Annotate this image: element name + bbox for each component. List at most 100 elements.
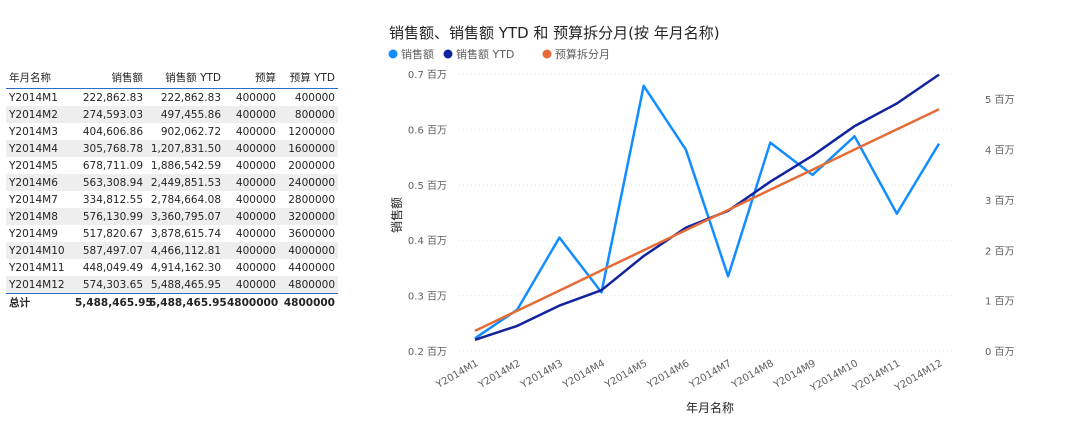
row-sales-cell: 587,497.07 [72, 242, 146, 259]
row-sales-ytd-cell: 1,207,831.50 [146, 140, 224, 157]
row-sales-ytd-cell: 3,360,795.07 [146, 208, 224, 225]
table-row[interactable]: Y2014M1 222,862.83 222,862.83 400000 400000 [6, 89, 338, 107]
right-tick-label: 0 百万 [985, 346, 1015, 358]
table-row[interactable]: Y2014M6 563,308.94 2,449,851.53 400000 24000… [6, 174, 338, 191]
row-sales-ytd-cell: 2,784,664.08 [150, 193, 221, 206]
legend-marker-0 [388, 49, 398, 59]
left-tick-label: 0.3 百万 [408, 291, 447, 303]
row-budget-ytd-cell: 4400000 [288, 261, 335, 274]
row-sales-cell: 517,820.67 [82, 227, 143, 240]
right-tick-label: 1 百万 [985, 296, 1015, 308]
row-budget-cell: 400000 [224, 242, 279, 259]
row-budget-ytd-cell: 4800000 [279, 276, 338, 294]
left-tick-label: 0.7 百万 [408, 69, 447, 81]
x-tick-label: Y2014M6 [645, 358, 692, 391]
row-sales-cell: 563,308.94 [72, 174, 146, 191]
series-line-2[interactable] [474, 108, 940, 333]
row-budget-cell: 400000 [235, 261, 276, 274]
row-sales-ytd-cell: 3,878,615.74 [150, 227, 221, 240]
table-row[interactable]: Y2014M10 587,497.07 4,466,112.81 400000 4000… [6, 242, 338, 259]
row-month-cell: Y2014M9 [9, 227, 58, 240]
table-row[interactable]: Y2014M3 404,606.86 902,062.72 400000 1200000 [6, 123, 338, 140]
row-budget-cell: 400000 [224, 174, 279, 191]
row-budget-cell: 400000 [224, 106, 279, 123]
row-month-cell: Y2014M5 [9, 159, 58, 172]
left-tick-label: 0.4 百万 [408, 235, 447, 247]
row-sales-cell: 334,812.55 [82, 193, 143, 206]
col-header-budget[interactable]: 预算 [224, 66, 279, 89]
row-budget-ytd-cell: 800000 [279, 106, 338, 123]
table-row[interactable]: Y2014M8 576,130.99 3,360,795.07 400000 32000… [6, 208, 338, 225]
legend-label-0[interactable]: 销售额 [401, 47, 434, 61]
row-sales-cell: 678,711.09 [82, 159, 143, 172]
left-axis: 0.2 百万 0.3 百万 0.4 百万 0.5 百万 0.6 百万 0.7 百万 [408, 69, 447, 358]
row-budget-ytd-cell: 2000000 [288, 159, 335, 172]
row-budget-cell: 400000 [235, 125, 276, 138]
legend-label-2[interactable]: 预算拆分月 [555, 47, 610, 61]
col-header-month[interactable]: 年月名称 [6, 66, 72, 89]
left-tick-label: 0.6 百万 [408, 124, 447, 136]
col-header-sales[interactable]: 销售额 [72, 66, 146, 89]
row-sales-ytd-cell: 2,449,851.53 [146, 174, 224, 191]
x-tick-label: Y2014M12 [892, 358, 944, 394]
total-row-budget-cell: 4800000 [224, 293, 279, 311]
line-chart: 销售额、销售额 YTD 和 预算拆分月(按 年月名称) 销售额 销售额 YTD 预算… [388, 24, 1015, 415]
x-tick-label: Y2014M4 [560, 358, 607, 391]
table-row[interactable]: Y2014M7 334,812.55 2,784,664.08 400000 28000… [6, 191, 338, 208]
data-table-container: 年月名称 销售额 销售额 YTD 预算 预算 YTD Y2014M1 222,86… [6, 66, 338, 311]
row-budget-ytd-cell: 4000000 [279, 242, 338, 259]
row-sales-cell: 274,593.03 [72, 106, 146, 123]
chart-legend: 销售额 销售额 YTD 预算拆分月 [388, 47, 610, 61]
table-row[interactable]: Y2014M4 305,768.78 1,207,831.50 400000 16000… [6, 140, 338, 157]
row-month-cell: Y2014M4 [6, 140, 72, 157]
table-row[interactable]: Y2014M12 574,303.65 5,488,465.95 400000 4800… [6, 276, 338, 294]
sales-table: 年月名称 销售额 销售额 YTD 预算 预算 YTD Y2014M1 222,86… [6, 66, 338, 311]
row-sales-ytd-cell: 902,062.72 [160, 125, 221, 138]
x-tick-label: Y2014M11 [850, 358, 902, 394]
row-month-cell: Y2014M1 [9, 91, 58, 104]
row-sales-ytd-cell: 4,914,162.30 [150, 261, 221, 274]
row-budget-cell: 400000 [235, 193, 276, 206]
x-tick-label: Y2014M3 [518, 358, 565, 391]
table-row[interactable]: Y2014M2 274,593.03 497,455.86 400000 800000 [6, 106, 338, 123]
row-sales-cell: 448,049.49 [82, 261, 143, 274]
row-sales-ytd-cell: 1,886,542.59 [150, 159, 221, 172]
row-month-cell: Y2014M12 [6, 276, 72, 294]
row-budget-cell: 400000 [235, 159, 276, 172]
row-sales-cell: 576,130.99 [72, 208, 146, 225]
left-tick-label: 0.5 百万 [408, 180, 447, 192]
right-axis: 0 百万 1 百万 2 百万 3 百万 4 百万 5 百万 [985, 94, 1015, 358]
x-tick-label: Y2014M10 [808, 358, 860, 394]
row-budget-cell: 400000 [224, 208, 279, 225]
x-tick-label: Y2014M1 [434, 358, 481, 391]
table-row[interactable]: Y2014M11 448,049.49 4,914,162.30 400000 4400… [6, 259, 338, 276]
table-total-row: 总计 5,488,465.95 5,488,465.95 4800000 4800000 [6, 293, 338, 311]
chart-container: 销售额、销售额 YTD 和 预算拆分月(按 年月名称) 销售额 销售额 YTD 预算… [375, 0, 1080, 426]
row-budget-ytd-cell: 3200000 [279, 208, 338, 225]
table-row[interactable]: Y2014M5 678,711.09 1,886,542.59 400000 20000… [6, 157, 338, 174]
row-sales-ytd-cell: 4,466,112.81 [146, 242, 224, 259]
row-sales-ytd-cell: 497,455.86 [146, 106, 224, 123]
series-line-0[interactable] [474, 84, 941, 340]
row-month-cell: Y2014M10 [6, 242, 72, 259]
col-header-budget-ytd[interactable]: 预算 YTD [279, 66, 338, 89]
legend-marker-1 [443, 49, 453, 59]
table-row[interactable]: Y2014M9 517,820.67 3,878,615.74 400000 36000… [6, 225, 338, 242]
total-row-sales-ytd-cell: 5,488,465.95 [146, 293, 227, 311]
x-tick-label: Y2014M2 [476, 358, 523, 391]
series-line-1[interactable] [474, 73, 940, 341]
table-header-row: 年月名称 销售额 销售额 YTD 预算 预算 YTD [6, 66, 338, 89]
row-month-cell: Y2014M11 [9, 261, 65, 274]
row-sales-cell: 574,303.65 [72, 276, 146, 294]
row-month-cell: Y2014M8 [6, 208, 72, 225]
chart-title: 销售额、销售额 YTD 和 预算拆分月(按 年月名称) [389, 24, 720, 42]
row-budget-ytd-cell: 400000 [294, 91, 335, 104]
x-axis: Y2014M1Y2014M2Y2014M3Y2014M4Y2014M5Y2014… [434, 358, 945, 394]
chart-grid [459, 73, 955, 352]
right-tick-label: 4 百万 [985, 145, 1015, 157]
col-header-sales-ytd[interactable]: 销售额 YTD [146, 66, 224, 89]
right-tick-label: 2 百万 [985, 245, 1015, 257]
legend-label-1[interactable]: 销售额 YTD [456, 47, 514, 61]
row-month-cell: Y2014M6 [6, 174, 72, 191]
row-budget-ytd-cell: 2400000 [279, 174, 338, 191]
